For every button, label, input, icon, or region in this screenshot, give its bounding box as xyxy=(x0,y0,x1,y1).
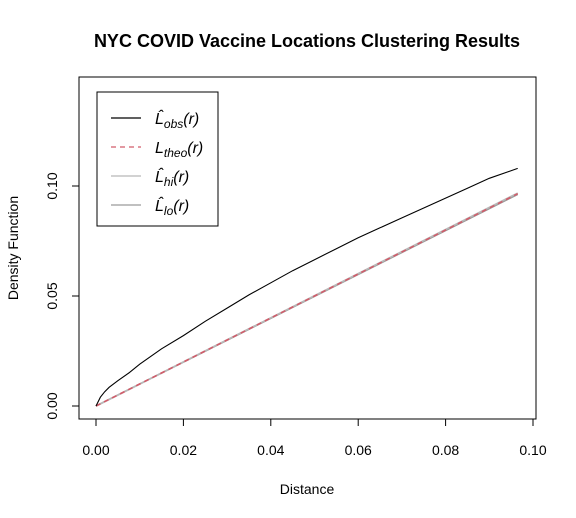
x-tick-label: 0.02 xyxy=(170,442,197,458)
legend-label-base: L̂ xyxy=(155,166,164,186)
y-tick-label: 0.05 xyxy=(44,282,60,309)
y-axis: 0.00 0.05 0.10 xyxy=(44,172,80,420)
x-tick-label: 0.06 xyxy=(345,442,372,458)
x-tick-label: 0.08 xyxy=(432,442,459,458)
x-tick-label: 0.04 xyxy=(257,442,284,458)
legend-label-tail: (r) xyxy=(187,140,203,157)
legend-label-tail: (r) xyxy=(173,169,189,186)
legend-label-base: L̂ xyxy=(155,108,164,128)
y-tick-label: 0.10 xyxy=(44,172,60,199)
x-axis-label: Distance xyxy=(280,481,335,497)
x-axis: 0.00 0.02 0.04 0.06 0.08 0.10 xyxy=(82,418,547,458)
legend-label-lo: L̂lo(r) xyxy=(155,195,189,218)
legend-label-base: L xyxy=(155,140,164,157)
x-tick-label: 0.00 xyxy=(82,442,109,458)
chart-title: NYC COVID Vaccine Locations Clustering R… xyxy=(94,31,520,51)
legend-label-subscript: obs xyxy=(164,117,183,131)
x-tick-label: 0.10 xyxy=(519,442,546,458)
series-line-obs xyxy=(95,167,518,407)
legend-box xyxy=(96,91,219,227)
legend-label-subscript: lo xyxy=(164,204,174,218)
series-line-theo xyxy=(95,192,519,407)
legend-label-tail: (r) xyxy=(183,111,199,128)
legend-label-subscript: theo xyxy=(164,146,188,160)
y-tick-label: 0.00 xyxy=(44,392,60,419)
legend-label-tail: (r) xyxy=(173,198,189,215)
y-axis-label: Density Function xyxy=(5,196,21,300)
legend-label-theo: Ltheo(r) xyxy=(155,140,203,160)
legend-label-subscript: hi xyxy=(164,175,174,189)
legend-label-hi: L̂hi(r) xyxy=(155,166,189,189)
series-layer xyxy=(95,167,519,407)
legend-label-obs: L̂obs(r) xyxy=(155,108,199,131)
legend-label-base: L̂ xyxy=(155,195,164,215)
legend: L̂obs(r)Ltheo(r)L̂hi(r)L̂lo(r) xyxy=(96,91,219,227)
